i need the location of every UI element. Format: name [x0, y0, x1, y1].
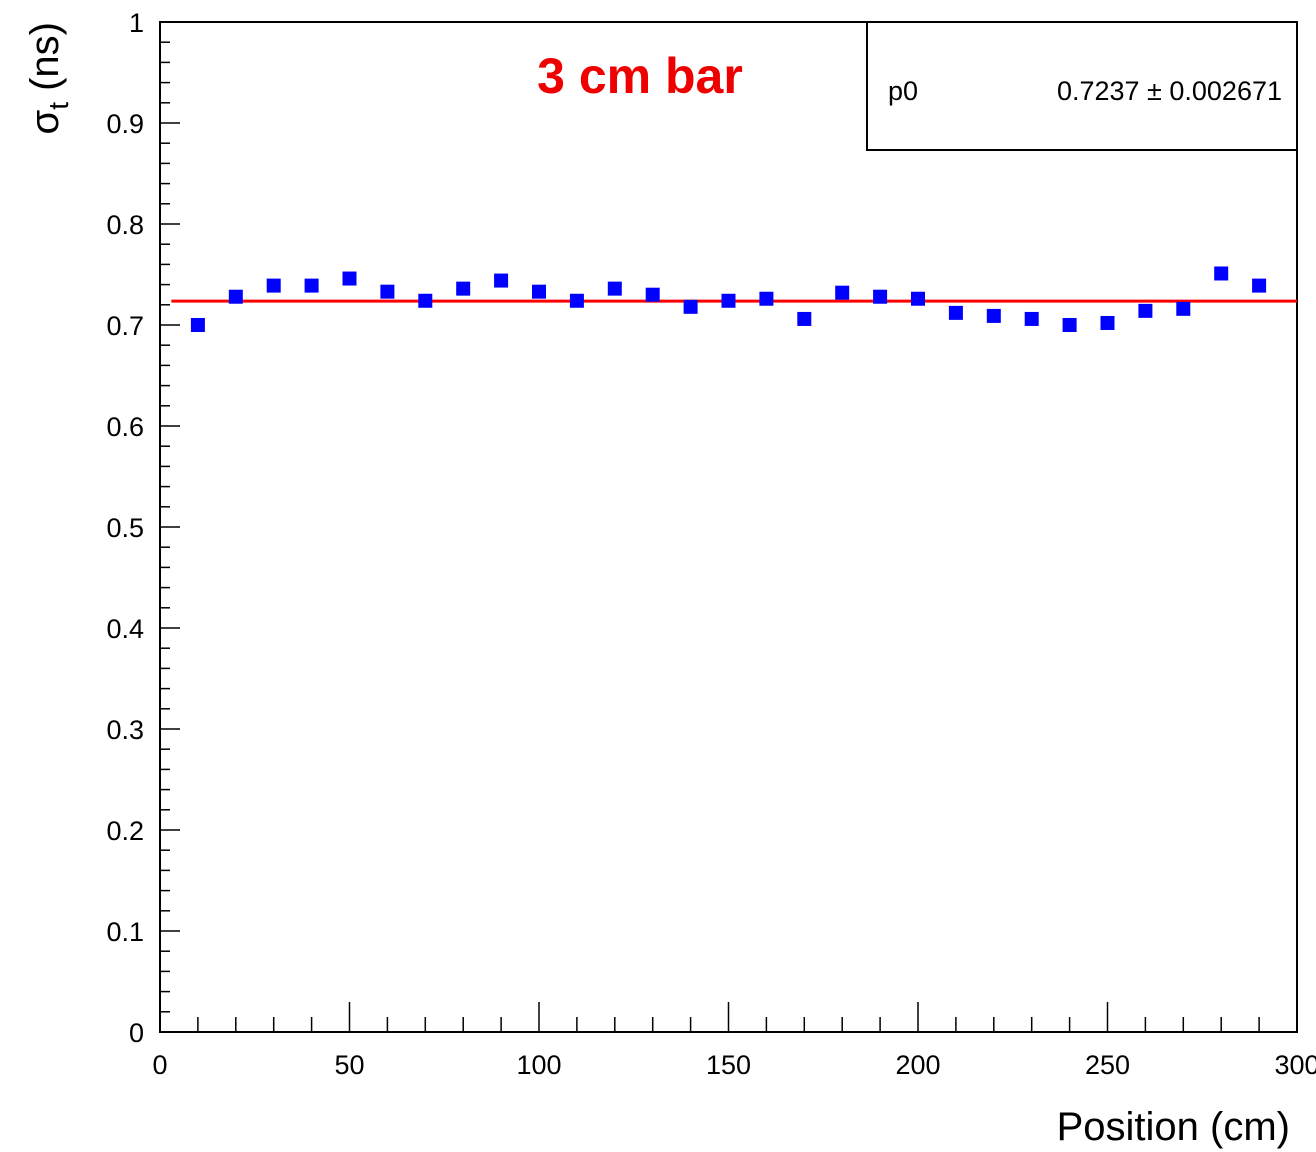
stats-param-value: 0.7237 ± 0.002671 [1057, 76, 1282, 106]
data-point [948, 305, 963, 320]
data-point [228, 289, 243, 304]
x-tick-label: 300 [1274, 1050, 1316, 1080]
data-point [607, 281, 622, 296]
data-point [645, 287, 660, 302]
data-points [190, 266, 1267, 332]
stats-box: p0 0.7237 ± 0.002671 [866, 21, 1298, 151]
data-point [532, 284, 546, 299]
data-point [418, 293, 433, 308]
data-point [797, 311, 812, 326]
y-tick-label: 0.4 [106, 614, 144, 644]
x-tick-label: 50 [334, 1050, 364, 1080]
y-axis-label-symbol: σ [23, 109, 67, 134]
chart-annotation: 3 cm bar [537, 48, 743, 104]
data-point [190, 318, 205, 332]
y-tick-label: 0.3 [106, 715, 144, 745]
y-tick-label: 0.5 [106, 513, 144, 543]
y-tick-label: 0.7 [106, 311, 144, 341]
data-point [1138, 303, 1153, 318]
data-point [1100, 315, 1115, 330]
data-point [721, 293, 736, 308]
y-axis-ticks: 0 0.1 0.2 0.3 0.4 0.5 0.6 0.7 0.8 0.9 1 [106, 8, 180, 1048]
y-tick-label: 1 [129, 8, 144, 38]
y-tick-label: 0.6 [106, 412, 144, 442]
data-point [759, 291, 774, 306]
data-point [266, 278, 281, 293]
data-point [835, 285, 850, 300]
x-axis-label: Position (cm) [1057, 1105, 1290, 1149]
y-tick-label: 0.1 [106, 917, 144, 947]
data-point [494, 273, 509, 288]
data-point [1176, 301, 1191, 316]
y-tick-label: 0 [129, 1018, 144, 1048]
data-point [304, 278, 319, 293]
x-tick-label: 200 [895, 1050, 940, 1080]
stats-box-frame [866, 21, 1298, 151]
y-axis-label-subscript: t [43, 102, 74, 110]
data-point [1252, 278, 1267, 293]
x-tick-label: 100 [516, 1050, 561, 1080]
x-axis-ticks: 0 50 100 150 200 250 300 [152, 1002, 1316, 1080]
y-tick-label: 0.8 [106, 210, 144, 240]
y-axis-label: σt (ns) [23, 22, 74, 134]
y-axis-label-unit: (ns) [23, 22, 67, 102]
plot-frame [159, 21, 1298, 1033]
stats-param-name: p0 [888, 76, 918, 106]
y-tick-label: 0.2 [106, 816, 144, 846]
data-point [873, 289, 888, 304]
data-point [1214, 266, 1229, 281]
x-tick-label: 250 [1085, 1050, 1130, 1080]
x-tick-label: 0 [152, 1050, 167, 1080]
data-point [342, 271, 357, 286]
data-point [380, 284, 395, 299]
data-point [911, 291, 925, 306]
data-point [569, 293, 584, 308]
data-point [1062, 318, 1077, 332]
y-tick-label: 0.9 [106, 109, 144, 139]
data-point [1024, 311, 1039, 326]
x-tick-label: 150 [706, 1050, 751, 1080]
data-point [456, 281, 471, 296]
data-point [683, 299, 698, 314]
data-point [986, 308, 1001, 323]
